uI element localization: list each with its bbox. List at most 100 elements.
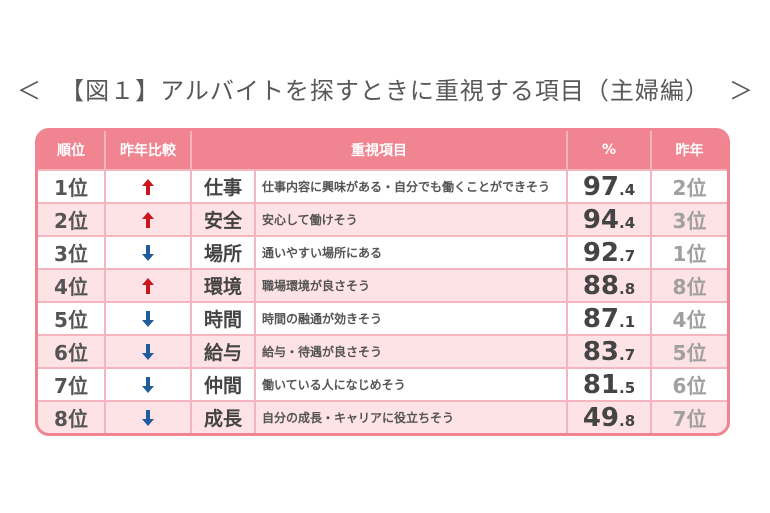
description-cell: 給与・待遇が良さそう xyxy=(256,336,566,367)
rank-value: 5位 xyxy=(54,308,88,332)
last-year-rank: 2位 xyxy=(672,176,707,200)
rank-cell: 4位 xyxy=(38,270,104,301)
last-year-cell: 1位 xyxy=(652,237,727,268)
percent-decimal: .7 xyxy=(619,246,636,265)
last-year-cell: 7位 xyxy=(652,402,727,433)
item-label: 環境 xyxy=(203,276,242,298)
percent-decimal: .4 xyxy=(619,180,636,199)
up-arrow-icon xyxy=(142,211,154,228)
table-header-row: 順位 昨年比較 重視項目 % 昨年 xyxy=(38,131,727,169)
percent-integer: 83 xyxy=(582,336,620,367)
percent-integer: 87 xyxy=(582,303,620,334)
up-arrow-icon xyxy=(142,178,154,195)
last-year-cell: 4位 xyxy=(652,303,727,334)
percent-integer: 92 xyxy=(582,237,620,268)
percent-decimal: .4 xyxy=(619,213,636,232)
rank-cell: 7位 xyxy=(38,369,104,400)
item-cell: 安全 xyxy=(192,204,254,235)
last-year-cell: 2位 xyxy=(652,171,727,202)
item-description: 安心して働けそう xyxy=(262,213,358,227)
last-year-cell: 6位 xyxy=(652,369,727,400)
last-year-rank: 7位 xyxy=(672,407,707,431)
item-description: 自分の成長・キャリアに役立ちそう xyxy=(262,411,455,425)
rank-value: 6位 xyxy=(54,341,88,365)
header-rank: 順位 xyxy=(38,131,104,169)
trend-cell xyxy=(106,204,190,235)
percent-integer: 88 xyxy=(582,270,620,301)
percent-integer: 94 xyxy=(582,204,620,235)
item-description: 通いやすい場所にある xyxy=(262,246,383,260)
table-row: 8位 成長 自分の成長・キャリアに役立ちそう 49.8 7位 xyxy=(38,402,727,433)
percent-value: 97.4 xyxy=(583,172,635,202)
item-cell: 場所 xyxy=(192,237,254,268)
last-year-rank: 3位 xyxy=(672,209,707,233)
percent-integer: 81 xyxy=(582,369,620,400)
rank-cell: 5位 xyxy=(38,303,104,334)
chart-title-bar: ＜ 【図１】アルバイトを探すときに重視する項目（主婦編） ＞ xyxy=(16,70,754,106)
down-arrow-icon xyxy=(142,244,154,261)
item-cell: 給与 xyxy=(192,336,254,367)
item-description: 職場環境が良さそう xyxy=(262,279,371,293)
description-cell: 職場環境が良さそう xyxy=(256,270,566,301)
percent-cell: 94.4 xyxy=(568,204,650,235)
down-arrow-icon xyxy=(142,376,154,393)
rank-cell: 3位 xyxy=(38,237,104,268)
description-cell: 時間の融通が効きそう xyxy=(256,303,566,334)
percent-cell: 83.7 xyxy=(568,336,650,367)
item-label: 仕事 xyxy=(203,177,242,199)
trend-cell xyxy=(106,270,190,301)
percent-cell: 88.8 xyxy=(568,270,650,301)
title-left-bracket: ＜ xyxy=(17,76,41,105)
percent-value: 87.1 xyxy=(583,304,635,334)
percent-integer: 49 xyxy=(582,402,620,433)
trend-cell xyxy=(106,303,190,334)
description-cell: 仕事内容に興味がある・自分でも働くことができそう xyxy=(256,171,566,202)
percent-cell: 92.7 xyxy=(568,237,650,268)
ranking-table: 順位 昨年比較 重視項目 % 昨年 1位 仕事 仕事内容に興味がある・自分でも働くこ… xyxy=(35,128,730,436)
table-row: 7位 仲間 働いている人になじめそう 81.5 6位 xyxy=(38,369,727,400)
rank-value: 8位 xyxy=(54,407,88,431)
item-cell: 成長 xyxy=(192,402,254,433)
item-cell: 仕事 xyxy=(192,171,254,202)
rank-value: 1位 xyxy=(54,176,88,200)
rank-value: 4位 xyxy=(54,275,88,299)
description-cell: 働いている人になじめそう xyxy=(256,369,566,400)
percent-value: 88.8 xyxy=(583,271,635,301)
last-year-cell: 5位 xyxy=(652,336,727,367)
up-arrow-icon xyxy=(142,277,154,294)
rank-cell: 2位 xyxy=(38,204,104,235)
percent-integer: 97 xyxy=(582,171,620,202)
percent-value: 94.4 xyxy=(583,205,635,235)
header-last-year: 昨年 xyxy=(652,131,727,169)
item-label: 成長 xyxy=(203,408,242,430)
last-year-cell: 3位 xyxy=(652,204,727,235)
trend-cell xyxy=(106,402,190,433)
rank-cell: 1位 xyxy=(38,171,104,202)
percent-decimal: .8 xyxy=(619,411,636,430)
percent-decimal: .8 xyxy=(619,279,636,298)
percent-cell: 87.1 xyxy=(568,303,650,334)
last-year-cell: 8位 xyxy=(652,270,727,301)
rank-value: 2位 xyxy=(54,209,88,233)
down-arrow-icon xyxy=(142,310,154,327)
trend-cell xyxy=(106,171,190,202)
item-description: 時間の融通が効きそう xyxy=(262,312,383,326)
down-arrow-icon xyxy=(142,409,154,426)
header-item: 重視項目 xyxy=(192,131,566,169)
item-label: 仲間 xyxy=(203,375,242,397)
item-cell: 時間 xyxy=(192,303,254,334)
item-cell: 仲間 xyxy=(192,369,254,400)
trend-cell xyxy=(106,237,190,268)
chart-title: 【図１】アルバイトを探すときに重視する項目（主婦編） xyxy=(60,76,710,105)
trend-cell xyxy=(106,369,190,400)
table-row: 1位 仕事 仕事内容に興味がある・自分でも働くことができそう 97.4 2位 xyxy=(38,171,727,202)
percent-value: 83.7 xyxy=(583,337,635,367)
table-row: 2位 安全 安心して働けそう 94.4 3位 xyxy=(38,204,727,235)
last-year-rank: 1位 xyxy=(672,242,707,266)
rank-value: 3位 xyxy=(54,242,88,266)
description-cell: 安心して働けそう xyxy=(256,204,566,235)
item-label: 時間 xyxy=(203,309,242,331)
title-right-bracket: ＞ xyxy=(729,76,753,105)
item-description: 給与・待遇が良さそう xyxy=(262,345,383,359)
percent-decimal: .7 xyxy=(619,345,636,364)
